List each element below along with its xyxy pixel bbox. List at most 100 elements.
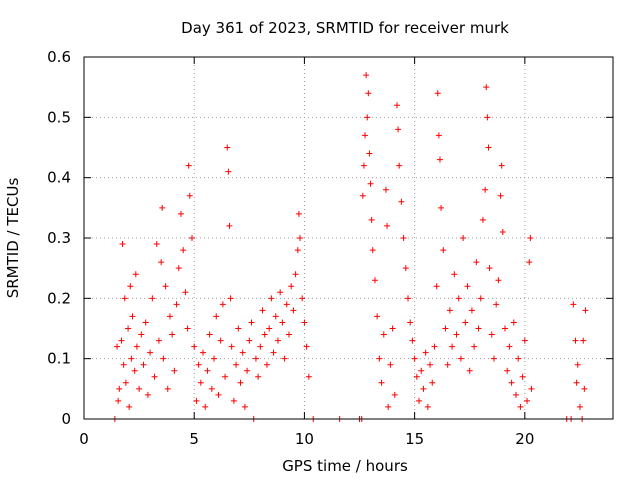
data-point: [395, 126, 402, 133]
data-point: [186, 192, 193, 199]
data-point: [493, 301, 500, 308]
data-point: [389, 325, 396, 332]
data-point: [159, 204, 166, 211]
data-point: [580, 337, 587, 344]
data-point: [367, 180, 374, 187]
data-point: [197, 379, 204, 386]
data-point: [122, 379, 129, 386]
data-point: [204, 367, 211, 374]
data-point: [169, 331, 176, 338]
data-point: [270, 349, 277, 356]
data-point: [149, 295, 156, 302]
data-point: [136, 385, 143, 392]
data-point: [239, 349, 246, 356]
data-point: [466, 367, 473, 374]
axis-ticks: [83, 56, 613, 420]
data-point: [513, 391, 520, 398]
data-point: [228, 343, 235, 350]
data-point: [405, 295, 412, 302]
data-point: [283, 301, 290, 308]
data-point: [144, 391, 151, 398]
data-point: [409, 337, 416, 344]
data-point: [142, 319, 149, 326]
y-tick-label: 0.2: [47, 289, 71, 307]
data-point: [582, 307, 589, 314]
y-tick-label: 0.6: [47, 48, 71, 66]
data-point: [382, 186, 389, 193]
data-point: [191, 343, 198, 350]
data-point: [407, 319, 414, 326]
data-point: [173, 301, 180, 308]
data-point: [359, 192, 366, 199]
data-point: [184, 325, 191, 332]
data-point: [213, 313, 220, 320]
data-point: [162, 283, 169, 290]
data-point: [427, 361, 434, 368]
data-point: [510, 319, 517, 326]
data-point: [506, 343, 513, 350]
data-point: [488, 331, 495, 338]
data-point: [116, 385, 123, 392]
data-point: [255, 373, 262, 380]
data-point: [180, 247, 187, 254]
data-point: [125, 325, 132, 332]
data-point: [438, 204, 445, 211]
data-point: [482, 186, 489, 193]
data-point: [396, 162, 403, 169]
tick-labels: 0 5 10 15 20 0 0.1 0.2 0.3 0.4 0.5 0.6: [47, 48, 534, 448]
data-point: [279, 319, 286, 326]
data-point: [164, 385, 171, 392]
data-point: [195, 361, 202, 368]
data-point: [384, 222, 391, 229]
data-point: [217, 337, 224, 344]
data-point: [449, 343, 456, 350]
y-tick-label: 0.5: [47, 108, 71, 126]
data-point: [527, 235, 534, 241]
data-point: [237, 379, 244, 386]
data-point: [455, 295, 462, 302]
data-point: [206, 331, 213, 338]
data-point: [418, 367, 425, 374]
data-point: [391, 391, 398, 398]
data-point: [224, 144, 231, 151]
data-point: [131, 367, 138, 374]
data-point: [208, 385, 215, 392]
data-point: [127, 283, 134, 290]
data-point: [175, 265, 182, 272]
data-point: [263, 361, 270, 368]
data-point: [574, 361, 581, 368]
y-axis-label: SRMTID / TECUs: [4, 178, 22, 299]
data-point: [573, 379, 580, 386]
data-point: [114, 343, 121, 350]
data-point: [433, 283, 440, 290]
data-point: [193, 397, 200, 404]
data-point: [440, 247, 447, 254]
x-tick-label: 0: [79, 430, 89, 448]
data-point: [431, 343, 438, 350]
grid-lines: [84, 57, 613, 419]
data-point: [297, 235, 304, 241]
data-point: [484, 114, 491, 121]
data-point: [517, 403, 524, 410]
data-point: [147, 349, 154, 356]
data-point: [376, 355, 383, 362]
data-point: [151, 373, 158, 380]
data-point: [581, 385, 588, 392]
data-point: [411, 355, 418, 362]
data-point: [504, 367, 511, 374]
data-point: [371, 277, 378, 284]
x-axis-label: GPS time / hours: [282, 457, 408, 475]
data-point: [225, 168, 232, 175]
data-point: [436, 156, 443, 163]
data-point: [272, 313, 279, 320]
y-tick-label: 0: [61, 410, 71, 428]
data-point: [140, 361, 147, 368]
data-point: [378, 379, 385, 386]
data-point: [281, 355, 288, 362]
data-point: [515, 355, 522, 362]
data-point: [202, 403, 209, 410]
data-point: [230, 397, 237, 404]
data-point: [362, 132, 369, 139]
data-point: [299, 295, 306, 302]
data-point: [473, 259, 480, 266]
